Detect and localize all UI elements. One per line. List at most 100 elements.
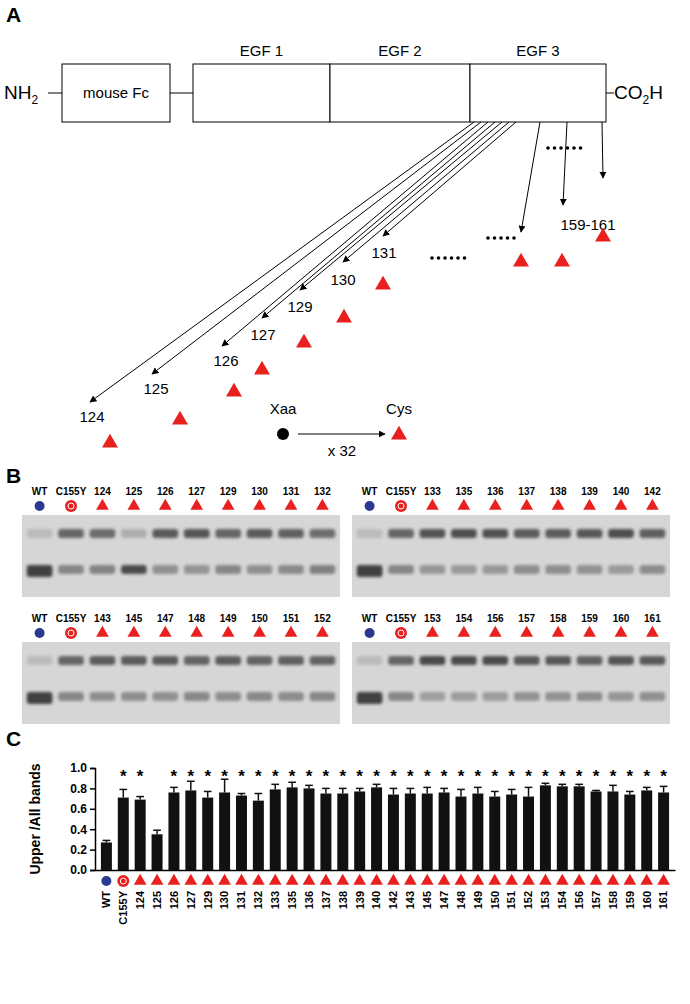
wt-marker (101, 876, 111, 886)
plot-area (101, 779, 669, 870)
x-tick-label: 137 (320, 891, 332, 909)
x-tick: 139 (354, 870, 366, 909)
y-axis-line (90, 769, 96, 871)
y-tick: 1.0 (70, 761, 95, 775)
significance-mark: * (475, 767, 482, 786)
significance-mark: * (458, 767, 465, 786)
gel-band-lower (608, 565, 634, 574)
x-tick-label: 135 (286, 891, 298, 909)
ellipsis-dot (579, 146, 583, 150)
wt-marker (365, 501, 375, 511)
gel-band-upper (357, 656, 383, 665)
panel-label: B (6, 464, 21, 487)
cys-marker (159, 626, 172, 637)
gel-band-lower (388, 565, 414, 574)
cys-marker (552, 499, 565, 510)
gel-band-upper (90, 529, 116, 538)
gel-band-upper (608, 529, 634, 538)
error-cap (204, 791, 212, 793)
gel-band-lower (27, 565, 53, 577)
y-tick: 0.0 (70, 863, 95, 877)
cys-marker (552, 626, 565, 637)
cys-marker (615, 626, 628, 637)
lane-label: 150 (251, 613, 268, 624)
error-cap (238, 793, 246, 795)
y-tick-mark (90, 870, 95, 872)
gel-band-lower (247, 565, 273, 574)
significance-mark: * (508, 767, 515, 786)
significance-mark: * (660, 767, 667, 786)
lane-label: 151 (283, 613, 300, 624)
bar (236, 796, 247, 870)
x-tick-label: 148 (455, 891, 467, 909)
ellipsis-dot (566, 146, 570, 150)
terminus-label: CO2H (614, 82, 663, 107)
cys-marker (235, 874, 248, 885)
error-cap (592, 790, 600, 792)
lane-label: 149 (220, 613, 237, 624)
x-tick: 129 (202, 870, 214, 909)
gel-band-upper (184, 656, 210, 665)
cys-marker (472, 874, 485, 885)
gel-band-lower (27, 692, 53, 704)
error-bar (207, 791, 209, 797)
y-tick: 0.8 (70, 782, 95, 796)
x-tick: 161 (657, 870, 669, 909)
x-tick: 154 (556, 870, 568, 909)
ellipsis-dot (443, 256, 447, 260)
ellipsis-dot (499, 236, 503, 240)
ellipsis-dot (559, 146, 563, 150)
x-tick-label: 125 (151, 891, 163, 909)
significance-mark: * (525, 767, 532, 786)
gel-band-lower (640, 565, 666, 574)
gel-band-upper (247, 529, 273, 538)
gel-band-lower (357, 692, 383, 704)
disease-marker (395, 627, 407, 639)
error-cap (491, 791, 499, 793)
error-cap (474, 787, 482, 789)
x-tick-label: 157 (590, 891, 602, 909)
x-tick-label: 130 (218, 891, 230, 909)
x-tick: 133 (269, 870, 281, 909)
cys-marker (370, 874, 383, 885)
lane-label: 145 (126, 613, 143, 624)
gel-band-lower (451, 565, 477, 574)
significance-mark: * (593, 767, 600, 786)
error-cap (626, 791, 634, 793)
error-bar (494, 791, 496, 796)
x-tick: 125 (151, 870, 163, 909)
x-tick-label: 152 (522, 891, 534, 909)
lane-label: C155Y (56, 613, 87, 624)
cys-marker (96, 499, 109, 510)
cys-marker (285, 499, 298, 510)
position-label: 131 (371, 244, 396, 261)
lane-label: 127 (188, 486, 205, 497)
cys-marker (489, 499, 502, 510)
lane-label: 137 (518, 486, 535, 497)
gel-band-lower (121, 692, 147, 701)
error-cap (356, 788, 364, 790)
gel-background (22, 642, 340, 724)
bar (101, 842, 112, 870)
x-tick: 151 (505, 870, 517, 909)
gel-band-lower (184, 565, 210, 574)
x-tick-label: 129 (202, 891, 214, 909)
error-bar (258, 794, 260, 801)
gel-band-lower (545, 692, 571, 701)
gel-band-upper (514, 656, 540, 665)
cys-marker (316, 499, 329, 510)
x-tick: 131 (235, 870, 247, 909)
ellipsis-dot (553, 146, 557, 150)
significance-mark: * (339, 767, 346, 786)
gel-band-upper (121, 656, 147, 665)
gel-background (352, 515, 670, 597)
lane-label: WT (32, 486, 48, 497)
cys-marker (128, 626, 141, 637)
domain-label: mouse Fc (83, 84, 149, 101)
cys-marker (522, 874, 535, 885)
error-cap (136, 796, 144, 798)
lane-label: C155Y (56, 486, 87, 497)
position-label: 159-161 (560, 216, 615, 233)
error-cap (255, 793, 263, 795)
significance-mark: * (576, 767, 583, 786)
